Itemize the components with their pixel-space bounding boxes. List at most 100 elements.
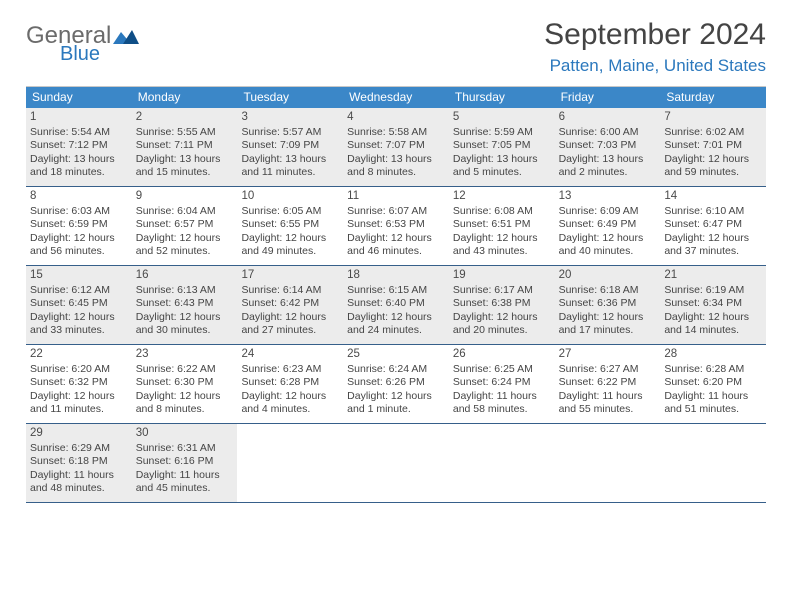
- sunrise-text: Sunrise: 6:07 AM: [347, 205, 445, 218]
- sunset-text: Sunset: 6:59 PM: [30, 218, 128, 231]
- sunset-text: Sunset: 6:16 PM: [136, 455, 234, 468]
- day-number: 12: [453, 189, 551, 204]
- day-cell: [237, 424, 343, 502]
- daylight-text: Daylight: 11 hours and 48 minutes.: [30, 469, 128, 496]
- sunrise-text: Sunrise: 6:13 AM: [136, 284, 234, 297]
- sunset-text: Sunset: 6:40 PM: [347, 297, 445, 310]
- sunset-text: Sunset: 7:03 PM: [559, 139, 657, 152]
- sunrise-text: Sunrise: 5:57 AM: [241, 126, 339, 139]
- day-number: 13: [559, 189, 657, 204]
- daylight-text: Daylight: 12 hours and 52 minutes.: [136, 232, 234, 259]
- day-number: 24: [241, 347, 339, 362]
- sunrise-text: Sunrise: 6:27 AM: [559, 363, 657, 376]
- day-number: 19: [453, 268, 551, 283]
- day-number: 17: [241, 268, 339, 283]
- day-number: 9: [136, 189, 234, 204]
- page-title: September 2024: [544, 18, 766, 52]
- day-cell: 10Sunrise: 6:05 AMSunset: 6:55 PMDayligh…: [237, 187, 343, 265]
- day-cell: 1Sunrise: 5:54 AMSunset: 7:12 PMDaylight…: [26, 108, 132, 186]
- sunrise-text: Sunrise: 6:12 AM: [30, 284, 128, 297]
- sunrise-text: Sunrise: 6:09 AM: [559, 205, 657, 218]
- sunrise-text: Sunrise: 6:10 AM: [664, 205, 762, 218]
- day-number: 27: [559, 347, 657, 362]
- sunset-text: Sunset: 7:09 PM: [241, 139, 339, 152]
- sunset-text: Sunset: 6:49 PM: [559, 218, 657, 231]
- weekday-cell: Sunday: [26, 87, 132, 108]
- sunrise-text: Sunrise: 6:08 AM: [453, 205, 551, 218]
- day-cell: 9Sunrise: 6:04 AMSunset: 6:57 PMDaylight…: [132, 187, 238, 265]
- sunrise-text: Sunrise: 6:31 AM: [136, 442, 234, 455]
- sunrise-text: Sunrise: 5:55 AM: [136, 126, 234, 139]
- sunset-text: Sunset: 6:32 PM: [30, 376, 128, 389]
- daylight-text: Daylight: 12 hours and 1 minute.: [347, 390, 445, 417]
- day-cell: 8Sunrise: 6:03 AMSunset: 6:59 PMDaylight…: [26, 187, 132, 265]
- weekday-cell: Tuesday: [237, 87, 343, 108]
- day-number: 30: [136, 426, 234, 441]
- sunset-text: Sunset: 6:26 PM: [347, 376, 445, 389]
- sunrise-text: Sunrise: 6:19 AM: [664, 284, 762, 297]
- sunset-text: Sunset: 6:57 PM: [136, 218, 234, 231]
- sunrise-text: Sunrise: 6:03 AM: [30, 205, 128, 218]
- daylight-text: Daylight: 12 hours and 56 minutes.: [30, 232, 128, 259]
- daylight-text: Daylight: 12 hours and 43 minutes.: [453, 232, 551, 259]
- sunrise-text: Sunrise: 6:23 AM: [241, 363, 339, 376]
- day-cell: 24Sunrise: 6:23 AMSunset: 6:28 PMDayligh…: [237, 345, 343, 423]
- sunrise-text: Sunrise: 6:22 AM: [136, 363, 234, 376]
- sunset-text: Sunset: 7:12 PM: [30, 139, 128, 152]
- header: General Blue September 2024 Patten, Main…: [26, 18, 766, 76]
- daylight-text: Daylight: 11 hours and 58 minutes.: [453, 390, 551, 417]
- daylight-text: Daylight: 12 hours and 11 minutes.: [30, 390, 128, 417]
- daylight-text: Daylight: 13 hours and 2 minutes.: [559, 153, 657, 180]
- sunset-text: Sunset: 7:05 PM: [453, 139, 551, 152]
- daylight-text: Daylight: 12 hours and 27 minutes.: [241, 311, 339, 338]
- day-cell: 26Sunrise: 6:25 AMSunset: 6:24 PMDayligh…: [449, 345, 555, 423]
- daylight-text: Daylight: 12 hours and 24 minutes.: [347, 311, 445, 338]
- day-cell: 11Sunrise: 6:07 AMSunset: 6:53 PMDayligh…: [343, 187, 449, 265]
- sunrise-text: Sunrise: 5:54 AM: [30, 126, 128, 139]
- day-number: 7: [664, 110, 762, 125]
- day-cell: 17Sunrise: 6:14 AMSunset: 6:42 PMDayligh…: [237, 266, 343, 344]
- weekday-cell: Wednesday: [343, 87, 449, 108]
- day-cell: 25Sunrise: 6:24 AMSunset: 6:26 PMDayligh…: [343, 345, 449, 423]
- day-number: 11: [347, 189, 445, 204]
- sunset-text: Sunset: 6:34 PM: [664, 297, 762, 310]
- sunrise-text: Sunrise: 5:58 AM: [347, 126, 445, 139]
- daylight-text: Daylight: 11 hours and 45 minutes.: [136, 469, 234, 496]
- day-number: 22: [30, 347, 128, 362]
- location: Patten, Maine, United States: [544, 56, 766, 76]
- sunrise-text: Sunrise: 5:59 AM: [453, 126, 551, 139]
- day-number: 1: [30, 110, 128, 125]
- sunset-text: Sunset: 6:43 PM: [136, 297, 234, 310]
- day-cell: [660, 424, 766, 502]
- sunrise-text: Sunrise: 6:29 AM: [30, 442, 128, 455]
- sunset-text: Sunset: 6:51 PM: [453, 218, 551, 231]
- sunrise-text: Sunrise: 6:05 AM: [241, 205, 339, 218]
- sunrise-text: Sunrise: 6:20 AM: [30, 363, 128, 376]
- day-number: 20: [559, 268, 657, 283]
- day-cell: 29Sunrise: 6:29 AMSunset: 6:18 PMDayligh…: [26, 424, 132, 502]
- day-cell: [343, 424, 449, 502]
- day-number: 6: [559, 110, 657, 125]
- sunrise-text: Sunrise: 6:25 AM: [453, 363, 551, 376]
- sunrise-text: Sunrise: 6:17 AM: [453, 284, 551, 297]
- day-cell: 18Sunrise: 6:15 AMSunset: 6:40 PMDayligh…: [343, 266, 449, 344]
- daylight-text: Daylight: 12 hours and 30 minutes.: [136, 311, 234, 338]
- sunrise-text: Sunrise: 6:28 AM: [664, 363, 762, 376]
- sunset-text: Sunset: 6:24 PM: [453, 376, 551, 389]
- day-number: 23: [136, 347, 234, 362]
- sunset-text: Sunset: 6:20 PM: [664, 376, 762, 389]
- day-cell: 28Sunrise: 6:28 AMSunset: 6:20 PMDayligh…: [660, 345, 766, 423]
- sunset-text: Sunset: 6:38 PM: [453, 297, 551, 310]
- sunset-text: Sunset: 6:42 PM: [241, 297, 339, 310]
- day-number: 16: [136, 268, 234, 283]
- daylight-text: Daylight: 12 hours and 40 minutes.: [559, 232, 657, 259]
- daylight-text: Daylight: 12 hours and 49 minutes.: [241, 232, 339, 259]
- sunrise-text: Sunrise: 6:02 AM: [664, 126, 762, 139]
- day-cell: 15Sunrise: 6:12 AMSunset: 6:45 PMDayligh…: [26, 266, 132, 344]
- day-number: 3: [241, 110, 339, 125]
- weekday-cell: Friday: [555, 87, 661, 108]
- daylight-text: Daylight: 13 hours and 18 minutes.: [30, 153, 128, 180]
- day-cell: 19Sunrise: 6:17 AMSunset: 6:38 PMDayligh…: [449, 266, 555, 344]
- day-number: 21: [664, 268, 762, 283]
- weekday-cell: Thursday: [449, 87, 555, 108]
